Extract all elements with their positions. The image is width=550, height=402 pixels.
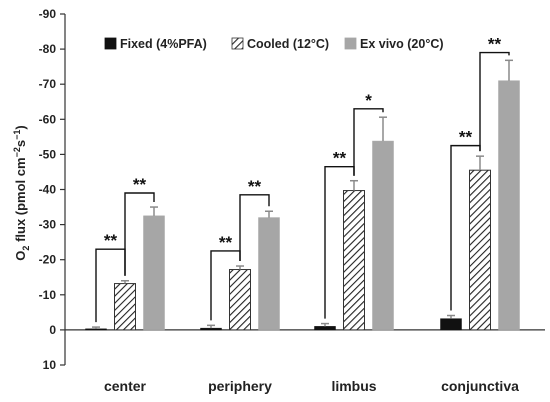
significance-label: ** xyxy=(248,177,262,196)
x-tick-label: center xyxy=(104,378,147,394)
y-tick-label: -80 xyxy=(39,42,57,56)
significance-label: ** xyxy=(133,175,147,194)
significance-label: ** xyxy=(333,149,347,168)
bar xyxy=(372,140,394,331)
legend-swatch xyxy=(344,37,357,50)
significance-label: ** xyxy=(219,233,233,252)
y-tick-label: -90 xyxy=(39,7,57,21)
bar xyxy=(343,190,365,331)
x-tick-label: conjunctiva xyxy=(441,378,519,394)
significance-bracket xyxy=(239,194,270,262)
axes: 10 0 -10 -20 -30 -40 -50 -60 -70 -80 -90 center peri… xyxy=(39,7,545,394)
y-tick-label: -20 xyxy=(39,253,57,267)
x-tick-label: limbus xyxy=(331,378,376,394)
y-tick-label: -50 xyxy=(39,147,57,161)
bar xyxy=(229,269,251,331)
y-tick-label: -70 xyxy=(39,77,57,91)
legend-label: Cooled (12°C) xyxy=(247,37,329,51)
bar xyxy=(114,283,136,331)
bar xyxy=(469,169,491,331)
bar xyxy=(498,80,520,331)
bar xyxy=(314,326,336,331)
bar xyxy=(200,327,222,331)
bar xyxy=(440,318,462,331)
legend-swatch xyxy=(231,37,244,50)
significance-brackets: *************** xyxy=(95,35,510,323)
legend-label: Ex vivo (20°C) xyxy=(360,37,444,51)
x-tick-label: periphery xyxy=(208,378,272,394)
significance-label: ** xyxy=(104,231,118,250)
legend-label: Fixed (4%PFA) xyxy=(120,37,207,51)
legend: Fixed (4%PFA) Cooled (12°C) Ex vivo (20°C) xyxy=(104,37,444,51)
significance-label: ** xyxy=(488,35,502,54)
y-tick-label: -10 xyxy=(39,288,57,302)
y-tick-label: 0 xyxy=(49,323,56,337)
significance-label: ** xyxy=(459,128,473,147)
bar xyxy=(143,215,165,331)
significance-bracket xyxy=(353,108,384,176)
bars xyxy=(85,59,520,331)
legend-swatch xyxy=(104,37,117,50)
y-tick-label: -30 xyxy=(39,218,57,232)
y-tick-label: 10 xyxy=(43,358,57,372)
bar xyxy=(85,328,107,331)
significance-bracket xyxy=(124,192,155,276)
y-axis-label: O2 flux (pmol cm−2s−1) xyxy=(12,125,31,260)
significance-label: * xyxy=(365,91,372,110)
bar xyxy=(258,217,280,331)
y-tick-label: -40 xyxy=(39,183,57,197)
significance-bracket xyxy=(479,51,510,152)
y-tick-label: -60 xyxy=(39,112,57,126)
